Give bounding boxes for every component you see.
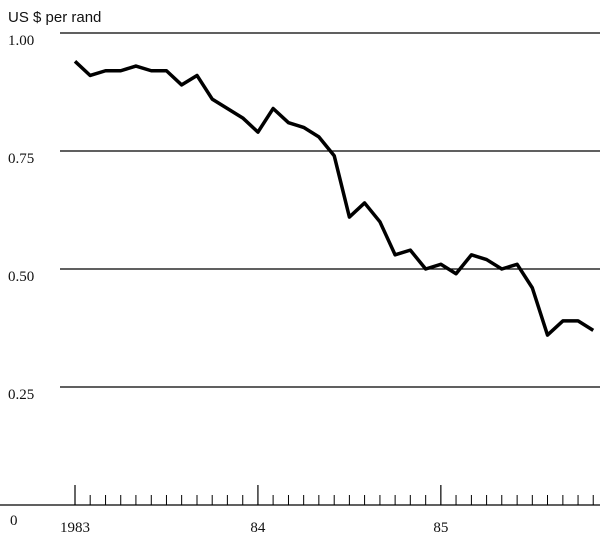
y-tick-label: 1.00: [8, 33, 34, 49]
data-line: [73, 60, 595, 337]
y-tick-label: 0.25: [8, 387, 34, 403]
y-tick-label: 0.50: [8, 269, 34, 285]
x-tick-label: 1983: [60, 520, 90, 536]
x-tick-label: 84: [250, 520, 266, 536]
y-axis-label: US $ per rand: [8, 9, 101, 26]
x-tick-label: 85: [433, 520, 448, 536]
y-tick-label: 0.75: [8, 151, 34, 167]
y-tick-label: 0: [10, 513, 18, 529]
